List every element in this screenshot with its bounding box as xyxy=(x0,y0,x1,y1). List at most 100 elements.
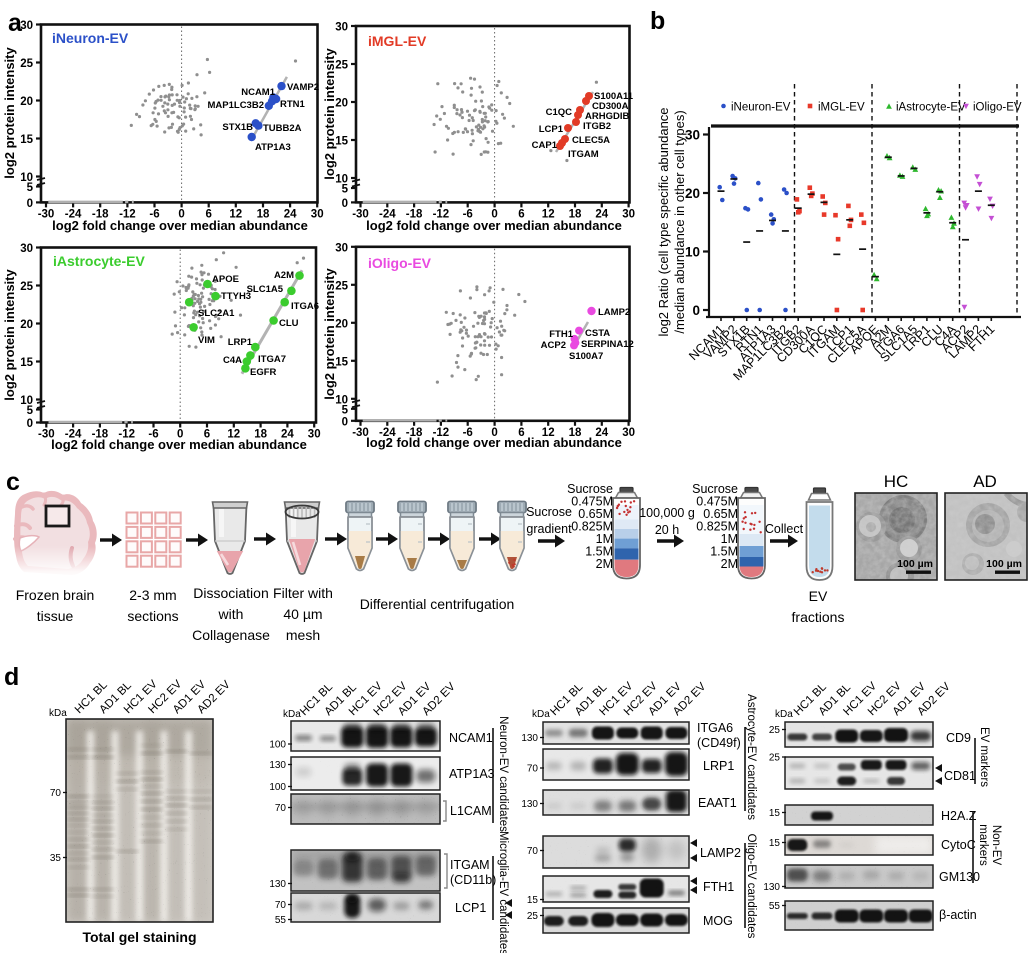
svg-text:15: 15 xyxy=(527,895,539,906)
svg-text:0: 0 xyxy=(342,416,348,428)
svg-text:(CD49f): (CD49f) xyxy=(697,736,741,750)
svg-text:C4A: C4A xyxy=(223,355,242,366)
svg-text:markers: markers xyxy=(977,824,989,866)
svg-text:100,000 g: 100,000 g xyxy=(639,506,695,520)
svg-text:12: 12 xyxy=(227,429,240,441)
svg-text:-18: -18 xyxy=(406,208,423,220)
svg-text:SLC1A5: SLC1A5 xyxy=(247,284,284,295)
svg-text:LAMP2: LAMP2 xyxy=(700,846,741,860)
svg-text:kDa: kDa xyxy=(49,708,67,719)
svg-text:CytoC: CytoC xyxy=(941,838,976,852)
svg-text:20: 20 xyxy=(335,318,348,330)
svg-text:Sucrose: Sucrose xyxy=(692,482,738,496)
svg-text:APOE: APOE xyxy=(212,274,239,285)
svg-text:Neuron-EV candidates: Neuron-EV candidates xyxy=(497,716,509,832)
svg-text:RTN1: RTN1 xyxy=(280,99,306,110)
svg-text:ITGA7: ITGA7 xyxy=(258,354,286,365)
svg-text:-18: -18 xyxy=(92,208,109,220)
svg-text:25: 25 xyxy=(769,725,781,736)
svg-text:40 µm: 40 µm xyxy=(283,606,322,622)
svg-text:CLEC5A: CLEC5A xyxy=(572,135,610,146)
svg-text:iMGL-EV: iMGL-EV xyxy=(368,33,427,49)
svg-text:tissue: tissue xyxy=(37,608,74,624)
svg-text:ARHGDIB: ARHGDIB xyxy=(585,111,629,122)
svg-text:CD9: CD9 xyxy=(946,731,971,745)
svg-text:30: 30 xyxy=(622,427,635,439)
svg-text:-6: -6 xyxy=(148,429,158,441)
svg-text:1.5M: 1.5M xyxy=(585,545,613,559)
svg-text:5: 5 xyxy=(342,404,349,416)
svg-text:CAP1: CAP1 xyxy=(532,140,558,151)
svg-text:25: 25 xyxy=(20,58,33,70)
svg-text:STX1B: STX1B xyxy=(222,122,253,133)
svg-text:30: 30 xyxy=(335,242,348,254)
svg-text:ITGA6: ITGA6 xyxy=(697,721,733,735)
svg-text:0: 0 xyxy=(177,429,183,441)
svg-text:24: 24 xyxy=(284,208,297,220)
svg-text:H2A.Z: H2A.Z xyxy=(941,809,977,823)
svg-text:130: 130 xyxy=(269,879,286,890)
svg-text:iNeuron-EV: iNeuron-EV xyxy=(52,30,129,46)
svg-text:10: 10 xyxy=(335,174,348,186)
svg-text:Filter with: Filter with xyxy=(273,585,333,601)
svg-text:100: 100 xyxy=(269,740,286,751)
svg-text:20: 20 xyxy=(20,96,33,108)
svg-text:10: 10 xyxy=(20,172,33,184)
svg-text:30: 30 xyxy=(20,20,33,32)
svg-text:log2 protein intensity: log2 protein intensity xyxy=(2,269,17,401)
svg-text:ITGAM: ITGAM xyxy=(568,149,599,160)
svg-text:10: 10 xyxy=(20,395,33,407)
svg-text:Differential centrifugation: Differential centrifugation xyxy=(360,596,515,612)
svg-text:Sucrose: Sucrose xyxy=(526,505,572,519)
svg-text:Microglia-EV candidates: Microglia-EV candidates xyxy=(497,831,509,953)
svg-text:25: 25 xyxy=(769,753,781,764)
svg-text:25: 25 xyxy=(335,280,348,292)
svg-text:2M: 2M xyxy=(596,557,613,571)
svg-text:-24: -24 xyxy=(65,208,82,220)
svg-text:LAMP2: LAMP2 xyxy=(598,307,630,318)
svg-text:100 µm: 100 µm xyxy=(897,558,933,570)
svg-text:-6: -6 xyxy=(463,208,473,220)
svg-text:NCAM1: NCAM1 xyxy=(449,731,493,745)
svg-text:EGFR: EGFR xyxy=(250,367,277,378)
svg-text:0.825M: 0.825M xyxy=(571,520,613,534)
svg-text:LRP1: LRP1 xyxy=(703,759,734,773)
svg-text:-30: -30 xyxy=(352,427,369,439)
svg-text:d: d xyxy=(4,663,19,691)
svg-text:-30: -30 xyxy=(38,208,55,220)
svg-text:MOG: MOG xyxy=(703,914,733,928)
svg-text:C1QC: C1QC xyxy=(546,107,573,118)
svg-text:30: 30 xyxy=(335,22,348,34)
svg-text:12: 12 xyxy=(542,208,555,220)
svg-text:2M: 2M xyxy=(721,557,738,571)
svg-text:100 µm: 100 µm xyxy=(986,558,1022,570)
svg-text:5: 5 xyxy=(342,184,349,196)
svg-text:LCP1: LCP1 xyxy=(539,124,564,135)
svg-text:-12: -12 xyxy=(118,429,135,441)
svg-text:log2 fold change over median a: log2 fold change over median abundance xyxy=(52,218,308,233)
svg-text:CLU: CLU xyxy=(279,318,299,329)
svg-text:15: 15 xyxy=(769,808,781,819)
svg-text:130: 130 xyxy=(521,733,538,744)
svg-text:35: 35 xyxy=(50,853,62,864)
svg-text:25: 25 xyxy=(527,911,539,922)
svg-text:15: 15 xyxy=(20,357,33,369)
svg-text:iAstrocyte-EV: iAstrocyte-EV xyxy=(896,102,966,114)
svg-text:-6: -6 xyxy=(463,427,473,439)
svg-text:70: 70 xyxy=(50,788,62,799)
svg-text:12: 12 xyxy=(229,208,242,220)
svg-text:15: 15 xyxy=(769,838,781,849)
svg-text:0: 0 xyxy=(491,208,497,220)
svg-text:-24: -24 xyxy=(379,208,396,220)
svg-text:-12: -12 xyxy=(433,427,450,439)
svg-text:HC: HC xyxy=(884,472,909,491)
svg-text:25: 25 xyxy=(20,281,33,293)
svg-text:Sucrose: Sucrose xyxy=(567,482,613,496)
svg-text:SERPINA12: SERPINA12 xyxy=(581,339,634,350)
svg-text:55: 55 xyxy=(769,901,781,912)
svg-text:GM130: GM130 xyxy=(939,870,980,884)
svg-text:15: 15 xyxy=(335,136,348,148)
svg-text:0: 0 xyxy=(342,198,348,210)
svg-text:5: 5 xyxy=(27,405,34,417)
svg-text:Oligo-EV candidates: Oligo-EV candidates xyxy=(745,834,757,939)
